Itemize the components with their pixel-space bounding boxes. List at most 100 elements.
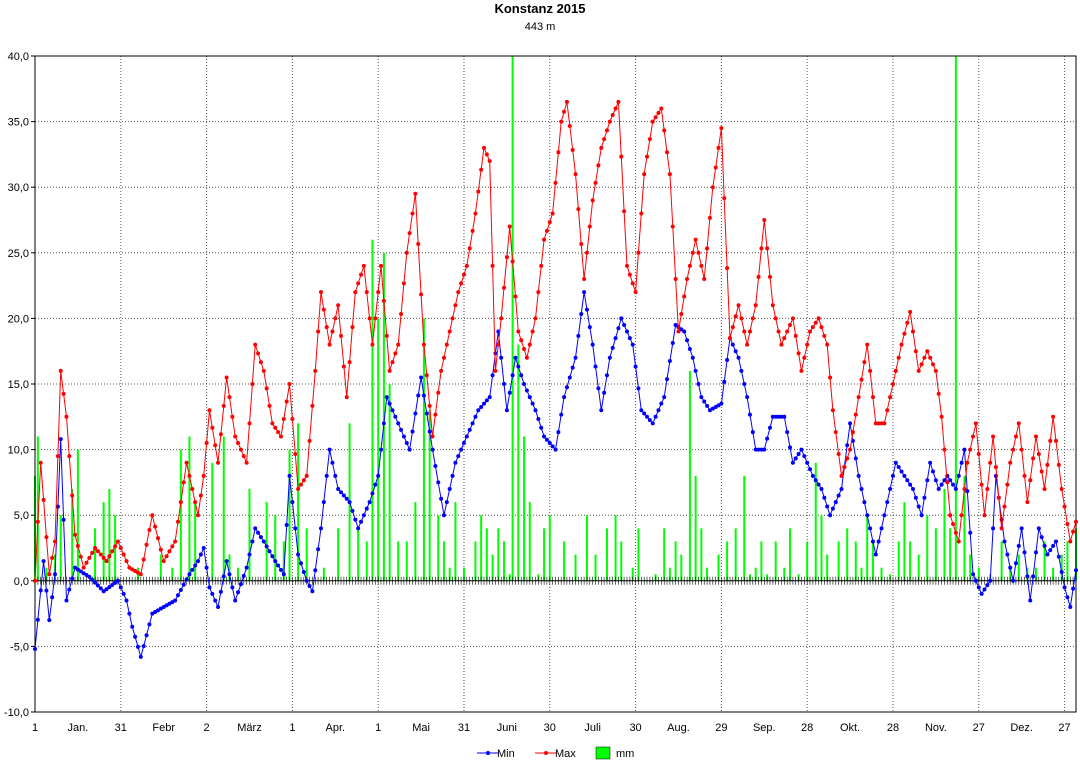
series-point-max [61,391,66,396]
precip-bar [511,56,514,581]
series-point-min [321,500,326,505]
series-point-max [258,360,263,365]
series-point-max [290,416,295,421]
series-point-max [187,473,192,478]
series-point-min [865,513,870,518]
series-point-min [665,377,670,382]
precip-bar [265,502,268,581]
series-point-max [1031,456,1036,461]
series-point-min [936,486,941,491]
precip-bar [442,541,445,581]
series-point-max [456,290,461,295]
series-point-min [868,526,873,531]
series-point-max [819,325,824,330]
series-point-min [310,589,315,594]
series-point-min [101,589,106,594]
series-point-min [273,559,278,564]
series-point-min [473,414,478,419]
series-point-max [956,539,961,544]
series-point-max [507,224,512,229]
series-point-max [247,421,252,426]
x-tick-label: 30 [629,722,641,734]
series-point-min [53,572,58,577]
series-point-max [948,513,953,518]
series-point-max [962,486,967,491]
x-tick-label: 28 [801,722,813,734]
series-point-max [75,543,80,548]
series-point-max [730,325,735,330]
series-point-max [250,382,255,386]
series-point-min [767,425,772,430]
series-point-min [971,572,976,577]
series-point-max [828,375,833,380]
series-point-max [161,559,166,564]
series-point-min [882,513,887,518]
series-point-min [747,412,752,417]
series-point-max [762,218,767,222]
series-point-min [58,437,63,442]
series-point-max [931,362,936,367]
series-point-min [690,355,695,360]
x-tick-label: 1 [32,722,38,734]
series-point-min [799,447,804,452]
series-point-min [419,375,424,380]
series-point-min [364,506,369,511]
legend-label-mm: mm [616,748,634,760]
series-point-min [590,342,595,347]
series-point-max [321,307,326,312]
precip-bar [605,528,608,581]
series-point-max [1042,486,1047,491]
series-point-min [962,447,967,452]
series-point-min [87,574,92,579]
y-tick-label: 20,0 [8,313,29,325]
series-point-max [1028,478,1033,483]
series-point-min [779,414,784,419]
series-point-min [1019,526,1024,531]
series-point-max [124,559,129,564]
series-point-max [1068,539,1073,544]
series-point-min [582,290,587,295]
series-point-max [805,342,810,347]
series-point-max [253,342,258,347]
series-point-max [267,403,272,408]
series-point-min [484,398,489,403]
precip-bar [357,528,360,581]
series-point-max [699,263,704,268]
series-point-min [610,345,615,350]
series-point-max [951,521,956,526]
series-point-min [893,460,898,465]
series-point-max [201,473,206,478]
series-point-max [873,421,878,426]
series-point-min [670,341,675,345]
series-point-min [241,573,246,578]
series-point-min [253,526,258,531]
series-point-max [665,150,670,155]
series-point-min [376,473,381,478]
series-point-min [885,500,890,505]
series-point-max [659,106,664,111]
series-point-max [281,416,286,421]
x-tick-label: 30 [544,722,556,734]
precip-bar [1034,567,1037,581]
series-point-max [645,154,650,159]
series-point-max [367,316,372,321]
series-point-min [336,486,341,491]
series-point-max [573,172,578,177]
series-point-min [421,393,426,398]
series-point-min [287,473,292,478]
series-point-min [584,307,589,312]
series-point-max [1056,462,1061,467]
series-point-min [899,469,904,474]
series-point-max [121,552,126,557]
precip-bar [282,541,285,581]
series-point-min [925,478,930,483]
series-point-min [384,395,389,400]
series-point-max [547,220,552,225]
precip-bar [188,436,191,581]
series-point-max [1002,504,1007,509]
series-point-min [942,478,947,483]
series-point-min [790,460,795,465]
series-point-max [750,316,755,321]
precip-bar [663,528,666,581]
series-point-max [756,274,761,279]
